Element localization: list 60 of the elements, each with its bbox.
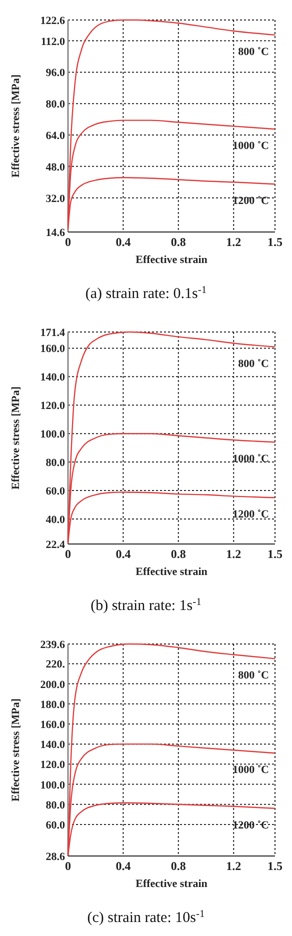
y-tick-label: 160.0 — [40, 343, 66, 356]
y-tick-label: 122.6 — [40, 15, 66, 27]
x-tick-label: 0.4 — [116, 547, 131, 561]
y-axis-title: Effective stress [MPa] — [10, 386, 22, 490]
y-axis-title: Effective stress [MPa] — [10, 698, 22, 802]
text: (c) strain rate: 10s$^{-1}$ — [87, 908, 205, 926]
x-tick-label: 1.5 — [268, 859, 282, 873]
y-tick-label: 64.0 — [46, 130, 66, 142]
y-tick-label: 80.0 — [46, 799, 66, 812]
y-tick-label: 14.6 — [46, 227, 66, 239]
y-axis-title: Effective stress [MPa] — [10, 74, 22, 178]
y-tick-label: 100.0 — [40, 428, 66, 441]
x-tick-label: 0.4 — [116, 235, 131, 249]
x-axis-title: Effective strain — [136, 566, 208, 578]
y-tick-label: 60.0 — [46, 486, 66, 498]
x-tick-label: 0.8 — [170, 859, 186, 873]
y-tick-label: 140.0 — [40, 739, 66, 752]
y-tick-label: 100.0 — [40, 779, 66, 792]
x-tick-label: 1.2 — [226, 859, 242, 873]
series-label: 800 ˚C — [238, 46, 270, 58]
x-tick-label: 1.5 — [268, 235, 282, 249]
text: (a) strain rate: 0.1s$^{-1}$ — [85, 284, 207, 302]
y-tick-label: 171.4 — [40, 327, 66, 339]
y-tick-label: 112.0 — [40, 36, 66, 48]
x-tick-label: 1.2 — [226, 547, 242, 561]
y-tick-label: 96.0 — [46, 67, 66, 80]
series-label: 800 ˚C — [238, 358, 270, 370]
y-tick-label: 48.0 — [46, 161, 66, 174]
x-tick-label: 0.4 — [116, 859, 131, 873]
series-label: 1200 ˚C — [232, 195, 270, 208]
y-tick-label: 80.0 — [46, 98, 66, 111]
y-tick-label: 180.0 — [40, 698, 66, 711]
x-tick-label: 0 — [65, 859, 71, 873]
y-tick-label: 160.0 — [40, 718, 66, 731]
x-tick-label: 0.8 — [170, 235, 186, 249]
x-axis-title: Effective strain — [136, 878, 208, 890]
series-label: 1000 ˚C — [232, 140, 270, 152]
x-tick-label: 0.8 — [170, 547, 186, 561]
series-label: 1200 ˚C — [232, 508, 270, 521]
y-tick-label: 220. — [46, 658, 66, 671]
y-tick-label: 28.6 — [46, 851, 66, 863]
series-label: 1000 ˚C — [232, 453, 270, 466]
y-tick-label: 80.0 — [46, 457, 66, 470]
y-tick-label: 120.0 — [40, 759, 66, 772]
y-tick-label: 120.0 — [40, 400, 66, 412]
x-tick-label: 1.2 — [226, 235, 242, 249]
x-tick-label: 0 — [65, 547, 71, 561]
x-tick-label: 1.5 — [268, 547, 282, 561]
y-tick-label: 200.0 — [40, 678, 66, 691]
y-tick-label: 40.0 — [46, 514, 66, 526]
y-tick-label: 32.0 — [46, 192, 66, 205]
y-tick-label: 140.0 — [40, 372, 66, 384]
y-tick-label: 22.4 — [46, 539, 66, 551]
x-tick-label: 0 — [65, 235, 71, 249]
series-label: 800 ˚C — [238, 670, 270, 682]
y-tick-label: 239.6 — [40, 639, 66, 651]
text: (b) strain rate: 1s$^{-1}$ — [90, 596, 202, 614]
x-axis-title: Effective strain — [136, 254, 208, 266]
y-tick-label: 60.0 — [46, 819, 66, 832]
series-label: 1000 ˚C — [232, 764, 270, 776]
